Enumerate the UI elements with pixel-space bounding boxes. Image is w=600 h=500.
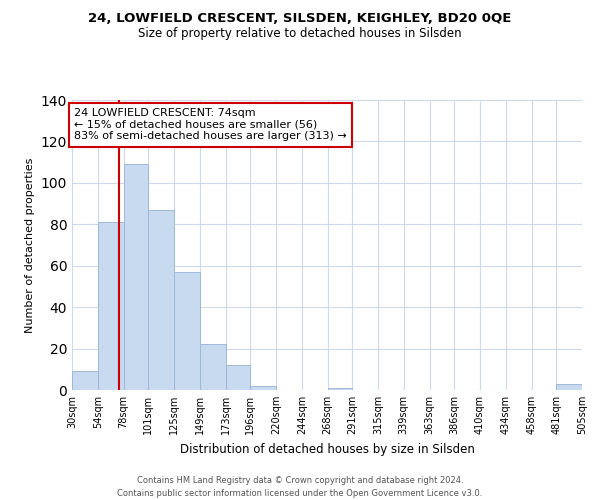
Bar <box>556 384 582 390</box>
X-axis label: Distribution of detached houses by size in Silsden: Distribution of detached houses by size … <box>179 442 475 456</box>
Bar <box>174 272 200 390</box>
Bar <box>250 386 276 390</box>
Text: Contains HM Land Registry data © Crown copyright and database right 2024.
Contai: Contains HM Land Registry data © Crown c… <box>118 476 482 498</box>
Bar <box>98 222 124 390</box>
Text: Size of property relative to detached houses in Silsden: Size of property relative to detached ho… <box>138 28 462 40</box>
Text: 24 LOWFIELD CRESCENT: 74sqm
← 15% of detached houses are smaller (56)
83% of sem: 24 LOWFIELD CRESCENT: 74sqm ← 15% of det… <box>74 108 347 142</box>
Bar <box>328 388 352 390</box>
Y-axis label: Number of detached properties: Number of detached properties <box>25 158 35 332</box>
Bar <box>200 344 226 390</box>
Bar <box>124 164 148 390</box>
Bar <box>226 365 250 390</box>
Text: 24, LOWFIELD CRESCENT, SILSDEN, KEIGHLEY, BD20 0QE: 24, LOWFIELD CRESCENT, SILSDEN, KEIGHLEY… <box>88 12 512 26</box>
Bar <box>72 372 98 390</box>
Bar <box>148 210 174 390</box>
